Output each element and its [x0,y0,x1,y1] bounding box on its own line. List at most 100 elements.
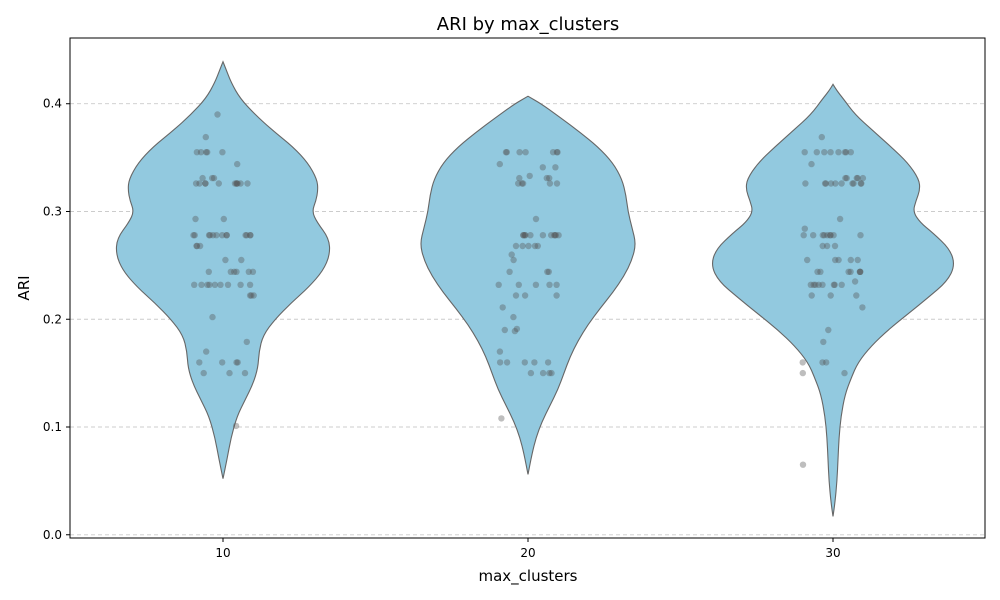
data-point [250,292,257,299]
data-point [191,232,198,239]
data-point [512,242,520,250]
data-point [521,292,529,299]
data-point [231,180,239,187]
data-point [835,149,842,156]
data-point [827,232,834,239]
data-point [821,180,829,187]
data-point [838,281,845,288]
data-point [224,281,232,288]
data-point [515,281,522,288]
data-point [842,174,849,182]
data-point [830,281,838,288]
x-tick-label: 30 [825,546,840,560]
data-point [554,149,561,156]
data-point [190,232,197,239]
data-point [822,180,830,187]
data-point [209,174,216,182]
data-point [213,232,220,239]
data-point [521,359,528,366]
data-point [810,281,817,288]
data-point [830,232,837,239]
data-point [847,256,854,264]
data-point [857,180,864,187]
data-point [835,256,842,264]
data-point [859,304,866,311]
data-point [539,369,547,377]
data-point [192,180,200,187]
data-point [831,242,839,250]
data-point [244,180,251,187]
data-point [851,278,859,285]
data-point [220,215,227,223]
data-point [196,359,203,366]
violin-10 [115,60,331,479]
data-point [553,149,561,156]
data-point [232,422,240,430]
data-point [842,149,850,156]
x-tick-label: 20 [520,546,535,560]
data-point [496,359,504,366]
data-point [245,268,252,275]
data-point [543,174,550,182]
data-point [246,292,254,299]
data-point [222,256,229,264]
data-point [219,232,226,239]
data-point [841,369,848,377]
data-point [214,111,221,118]
data-point [498,415,505,422]
data-point [205,268,212,275]
data-point [520,232,527,239]
data-point [211,281,219,288]
data-point [508,251,515,258]
data-point [503,359,511,366]
data-point [202,133,209,141]
data-point [506,268,513,275]
data-point [539,164,546,171]
data-point [192,215,199,223]
data-point [808,292,815,299]
data-point [200,369,207,377]
data-point [516,149,523,156]
data-point [812,281,819,288]
data-point [234,359,241,366]
data-point [206,281,213,288]
data-point [824,232,831,239]
data-point [246,281,254,288]
data-point [807,281,814,288]
data-point [193,149,201,156]
data-point [799,359,806,366]
data-point [549,149,557,156]
data-point [853,292,860,299]
data-point [227,268,234,275]
data-point [204,149,211,156]
data-point [539,232,547,239]
data-point [521,232,528,239]
data-point [502,149,510,156]
data-point [823,359,830,366]
data-point [843,174,850,182]
data-point [827,292,834,299]
data-point [802,180,809,187]
data-point [519,180,527,187]
data-point [804,256,811,264]
data-point [193,242,200,250]
data-point [242,232,249,239]
data-point [518,180,526,187]
data-point [813,149,820,156]
data-point [527,369,535,377]
data-point [231,268,238,275]
data-point [234,180,241,187]
data-point [551,232,558,239]
data-point [544,268,551,275]
data-point [519,242,526,250]
data-point [548,232,555,239]
data-point [226,369,233,377]
data-point [546,369,553,377]
data-point [819,281,826,288]
data-point [223,232,230,239]
data-point [510,313,517,321]
data-point [237,180,244,187]
data-point [205,232,213,239]
